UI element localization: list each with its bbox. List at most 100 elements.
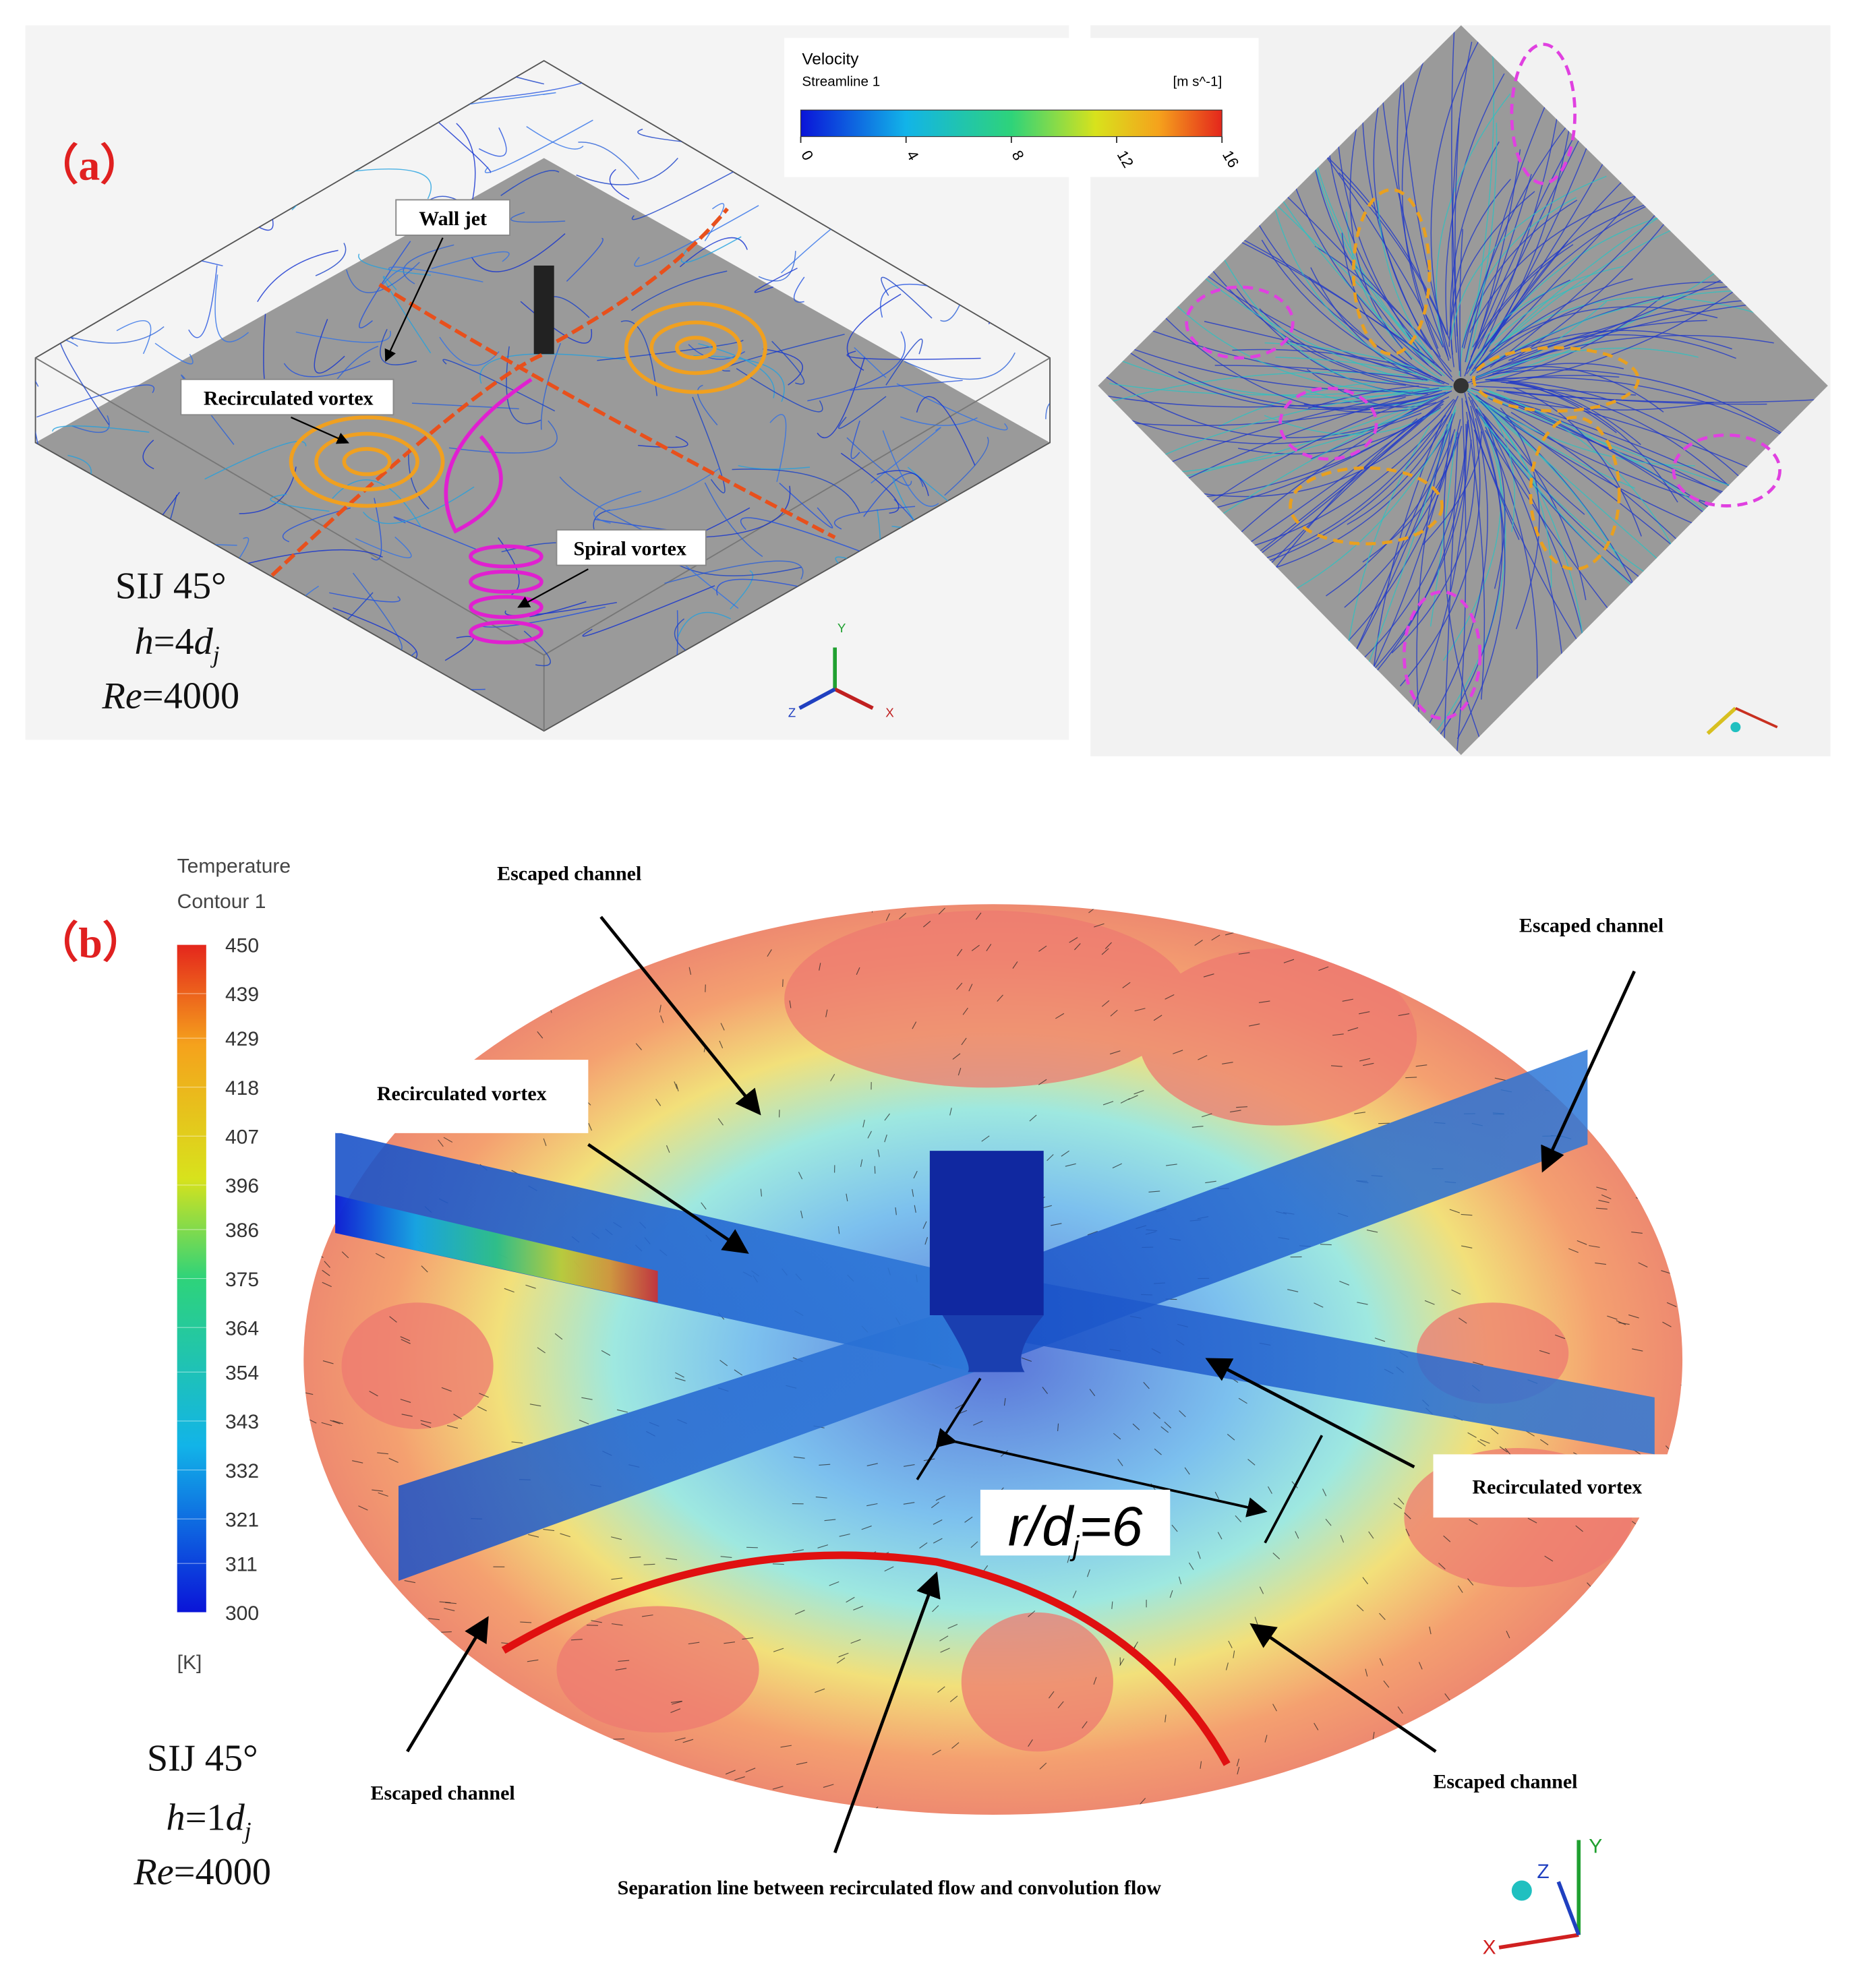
streamline <box>771 340 805 385</box>
vector <box>773 1648 784 1652</box>
streamline <box>1214 365 1428 381</box>
tick-label: 311 <box>225 1553 258 1575</box>
vector <box>1284 913 1295 917</box>
vector <box>1383 1680 1390 1688</box>
streamline <box>840 452 900 514</box>
streamline <box>1467 363 1624 384</box>
vector <box>1237 1766 1240 1775</box>
annotation: Separation line between recirculated flo… <box>618 1877 1162 1899</box>
streamline <box>794 276 805 303</box>
vector <box>477 1406 487 1412</box>
streamline <box>559 476 659 539</box>
streamline <box>877 470 929 496</box>
vector <box>1544 1555 1554 1562</box>
parameters-a: SIJ 45° h=4dj Re=4000 <box>101 565 239 717</box>
streamline <box>638 435 688 448</box>
vector <box>1477 1440 1486 1447</box>
vector <box>682 1739 694 1743</box>
streamline <box>431 251 510 270</box>
vector <box>1416 1793 1421 1801</box>
streamline <box>1475 365 1664 413</box>
vector <box>780 1745 792 1748</box>
streamline <box>484 119 593 173</box>
streamline <box>631 270 728 311</box>
streamline <box>679 237 748 268</box>
vector <box>1198 904 1208 907</box>
streamline <box>471 233 566 272</box>
streamline <box>1504 388 1828 403</box>
streamline <box>1474 397 1665 566</box>
vector <box>1166 1164 1177 1166</box>
temperature-colorbar: Temperature Contour 1 [K] 450 439 429 418 40… <box>177 855 291 1674</box>
streamline <box>807 331 906 402</box>
vector <box>973 1420 983 1426</box>
vector <box>1616 1320 1626 1325</box>
vector <box>866 1503 878 1507</box>
vector <box>421 1423 432 1428</box>
vector <box>1639 1191 1649 1197</box>
streamline <box>1399 405 1481 687</box>
jet-nozzle <box>1453 378 1469 394</box>
vector <box>453 1414 463 1420</box>
streamline <box>1314 245 1452 372</box>
vector <box>772 1786 784 1790</box>
streamline <box>295 330 392 343</box>
vector <box>581 1397 593 1400</box>
streamline <box>1483 416 1506 589</box>
streamline <box>1492 369 1828 545</box>
vector <box>947 1623 958 1629</box>
streamline <box>442 359 556 412</box>
vector <box>964 1516 973 1523</box>
vector <box>487 1810 499 1813</box>
vector <box>1258 1000 1270 1003</box>
streamline <box>738 464 811 470</box>
vector <box>1397 1706 1403 1714</box>
vector <box>1038 945 1047 952</box>
vector <box>867 1131 872 1139</box>
annotation-box <box>395 199 510 236</box>
vector <box>1038 1079 1047 1085</box>
vector <box>1295 1531 1299 1539</box>
channels <box>335 1050 1655 1581</box>
vector <box>838 1652 849 1658</box>
vector <box>459 957 466 965</box>
vector <box>1391 973 1403 975</box>
tick-label: 450 <box>225 935 259 957</box>
vector <box>643 1563 655 1565</box>
vector <box>529 977 531 986</box>
tick-label: 407 <box>225 1126 259 1149</box>
streamline <box>1204 320 1416 374</box>
vector <box>1601 1194 1612 1200</box>
var: d <box>194 621 214 663</box>
annotation: Escaped channel <box>371 1782 515 1804</box>
parameters-b: SIJ 45° h=1dj Re=4000 <box>133 1737 271 1893</box>
vector <box>796 1761 808 1766</box>
vector <box>1393 1503 1403 1509</box>
streamline <box>1098 412 1413 477</box>
streamline <box>1160 386 1451 458</box>
vector <box>1525 1430 1535 1437</box>
vector <box>846 1193 848 1202</box>
vector <box>1254 1617 1258 1625</box>
vector <box>351 1695 363 1697</box>
streamline <box>854 347 887 378</box>
vector <box>798 1172 803 1180</box>
vector <box>303 1181 306 1188</box>
vector <box>443 1137 453 1143</box>
vector <box>1359 1011 1370 1015</box>
vector <box>368 1589 380 1593</box>
streamline <box>740 517 867 554</box>
vector <box>720 1556 732 1559</box>
vector <box>635 1043 642 1050</box>
streamline <box>1500 407 1540 630</box>
vector <box>1094 923 1105 928</box>
case-name: SIJ 45° <box>147 1737 258 1779</box>
vector <box>1612 1058 1624 1060</box>
vector <box>958 1068 962 1076</box>
vector <box>1248 1023 1260 1027</box>
vector <box>1404 1512 1411 1519</box>
streamline <box>204 441 307 480</box>
vector <box>1072 1590 1077 1598</box>
annotation: Spiral vortex <box>574 538 686 560</box>
